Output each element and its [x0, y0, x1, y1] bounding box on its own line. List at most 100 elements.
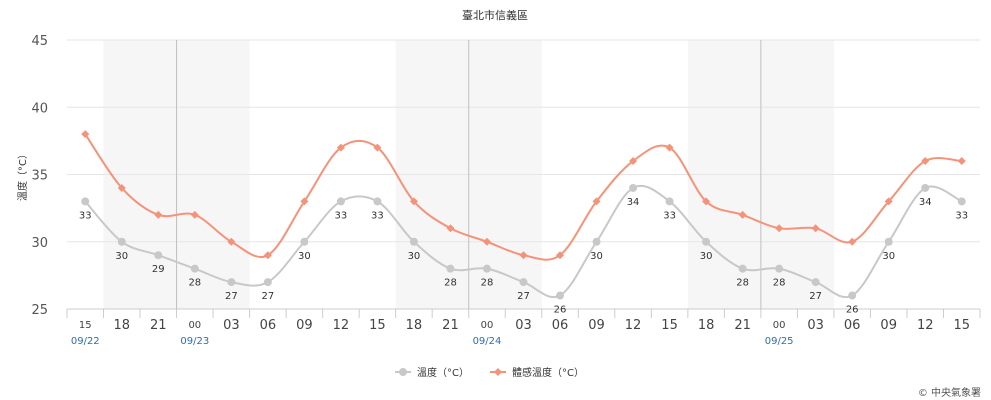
x-tick-label: 03 — [807, 318, 824, 333]
legend: 溫度（°C） 體感溫度（°C） — [395, 366, 584, 379]
y-tick-label: 35 — [31, 169, 48, 184]
data-label: 33 — [955, 210, 968, 221]
point-0 — [300, 237, 309, 246]
data-label: 34 — [919, 197, 932, 208]
chart-title: 臺北市信義區 — [462, 8, 528, 22]
point-0 — [446, 264, 455, 273]
x-tick-label: 18 — [698, 318, 715, 333]
x-tick-label: 18 — [114, 318, 131, 333]
point-1 — [190, 210, 199, 219]
point-1 — [227, 237, 236, 246]
point-1 — [117, 183, 126, 192]
point-1 — [592, 197, 601, 206]
point-1 — [154, 210, 163, 219]
point-0 — [592, 237, 601, 246]
x-tick-label: 18 — [406, 318, 423, 333]
data-label: 33 — [663, 210, 676, 221]
point-0 — [848, 291, 857, 300]
data-label: 28 — [444, 278, 457, 289]
data-label: 26 — [554, 305, 567, 316]
point-0 — [519, 278, 528, 287]
point-1 — [884, 197, 893, 206]
point-0 — [556, 291, 565, 300]
point-0 — [957, 197, 966, 206]
data-label: 30 — [590, 251, 603, 262]
point-0 — [81, 197, 90, 206]
date-label: 09/25 — [765, 336, 794, 347]
x-tick-label: 00 — [188, 320, 201, 331]
axes: 25 30 35 40 45 15 09/22 18 21 00 09/23 03 06 09 12 15 18… — [31, 34, 981, 347]
point-1 — [629, 157, 638, 166]
point-1 — [848, 237, 857, 246]
data-labels-layer: 33 30 29 28 27 27 30 33 33 30 28 28 27 26 30 34 33 30 28 28… — [79, 197, 968, 316]
data-label: 28 — [188, 278, 201, 289]
legend-marker-0 — [399, 368, 407, 376]
legend-label-0: 溫度（°C） — [417, 366, 469, 379]
x-tick-label: 15 — [79, 320, 92, 331]
x-tick-label: 12 — [917, 318, 934, 333]
x-tick-label: 00 — [481, 320, 494, 331]
point-1 — [482, 237, 491, 246]
data-label: 33 — [371, 210, 384, 221]
point-0 — [227, 278, 236, 287]
x-tick-label: 21 — [734, 318, 751, 333]
y-tick-label: 45 — [31, 34, 48, 49]
point-1 — [957, 157, 966, 166]
x-tick-label: 03 — [515, 318, 532, 333]
grid-lines — [67, 39, 980, 310]
data-label: 34 — [627, 197, 640, 208]
x-tick-label: 06 — [552, 318, 569, 333]
point-1 — [921, 157, 930, 166]
legend-marker-1 — [494, 368, 502, 376]
point-1 — [702, 197, 711, 206]
point-0 — [629, 183, 638, 192]
point-0 — [154, 251, 163, 260]
point-1 — [665, 143, 674, 152]
point-1 — [409, 197, 418, 206]
point-0 — [117, 237, 126, 246]
x-tick-label: 06 — [844, 318, 861, 333]
point-0 — [409, 237, 418, 246]
data-label: 27 — [225, 291, 238, 302]
point-1 — [446, 224, 455, 233]
data-label: 30 — [298, 251, 311, 262]
point-1 — [738, 210, 747, 219]
data-label: 29 — [152, 264, 165, 275]
x-tick-label: 21 — [442, 318, 459, 333]
data-label: 30 — [408, 251, 421, 262]
point-0 — [921, 183, 930, 192]
point-0 — [336, 197, 345, 206]
point-0 — [811, 278, 820, 287]
data-label: 30 — [882, 251, 895, 262]
x-tick-label: 15 — [369, 318, 386, 333]
point-1 — [300, 197, 309, 206]
x-tick-label: 12 — [333, 318, 350, 333]
x-tick-label: 15 — [953, 318, 970, 333]
credit-text: © 中央氣象署 — [918, 386, 981, 399]
x-tick-label: 12 — [625, 318, 642, 333]
point-0 — [738, 264, 747, 273]
series-layer — [81, 130, 966, 300]
date-label: 09/24 — [473, 336, 502, 347]
x-tick-label: 03 — [223, 318, 240, 333]
data-label: 27 — [261, 291, 274, 302]
x-tick-label: 15 — [661, 318, 678, 333]
point-1 — [81, 130, 90, 139]
point-1 — [775, 224, 784, 233]
point-0 — [482, 264, 491, 273]
point-0 — [775, 264, 784, 273]
point-0 — [884, 237, 893, 246]
data-label: 30 — [115, 251, 128, 262]
data-label: 28 — [736, 278, 749, 289]
point-1 — [519, 251, 528, 260]
point-0 — [263, 278, 272, 287]
point-1 — [556, 251, 565, 260]
point-0 — [190, 264, 199, 273]
date-label: 09/23 — [180, 336, 209, 347]
x-tick-label: 09 — [296, 318, 313, 333]
data-label: 28 — [481, 278, 494, 289]
y-tick-label: 40 — [31, 101, 48, 116]
legend-label-1: 體感溫度（°C） — [512, 366, 584, 379]
